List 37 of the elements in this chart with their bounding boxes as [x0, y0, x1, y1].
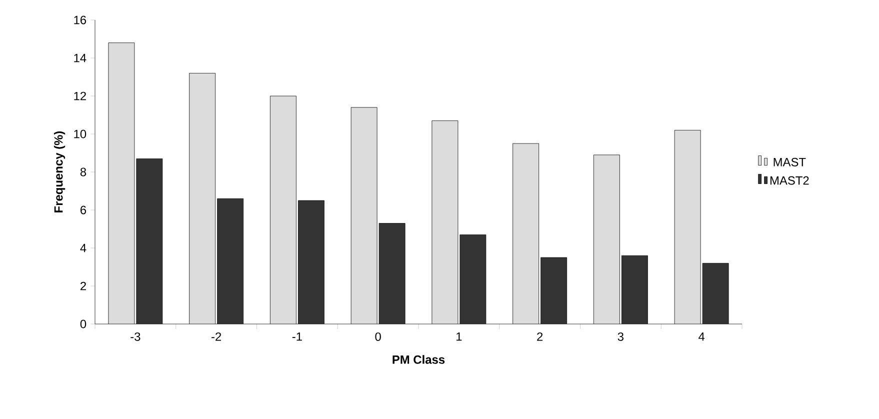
x-tick-label: 1	[456, 332, 462, 341]
x-axis-title: PM Class	[392, 355, 445, 364]
bar	[379, 223, 406, 324]
y-tick-label: 10	[74, 130, 86, 138]
legend-label: MAST	[774, 158, 806, 166]
bar	[702, 263, 729, 324]
y-tick-label: 8	[80, 168, 86, 176]
bar	[512, 143, 539, 324]
x-tick-label: -3	[130, 332, 140, 341]
bar	[298, 200, 324, 324]
y-axis-title: Frequency (%)	[54, 131, 66, 212]
y-tick-label: 6	[80, 206, 86, 214]
bar	[136, 158, 162, 324]
bar	[540, 258, 567, 324]
bar	[432, 120, 458, 324]
x-tick-label: -2	[212, 332, 222, 341]
legend-label: MAST2	[770, 176, 809, 185]
y-tick-label: 16	[74, 16, 86, 24]
bar	[622, 256, 648, 324]
x-tick-label: 3	[618, 332, 624, 341]
bar	[674, 130, 701, 324]
bar	[351, 107, 378, 324]
y-tick-label: 2	[80, 282, 86, 290]
bar	[189, 73, 216, 324]
bar	[270, 96, 296, 324]
x-tick-label: 0	[375, 332, 381, 341]
y-tick-label: 12	[74, 92, 86, 100]
x-tick-label: 4	[698, 332, 705, 341]
bar	[108, 42, 134, 324]
y-tick-label: 14	[74, 54, 86, 62]
bar	[217, 198, 244, 324]
bar	[594, 154, 620, 324]
x-tick-label: 2	[537, 332, 543, 341]
bar	[460, 234, 486, 324]
y-tick-label: 0	[80, 320, 86, 328]
x-tick-label: -1	[292, 332, 302, 341]
y-tick-label: 4	[80, 244, 86, 252]
